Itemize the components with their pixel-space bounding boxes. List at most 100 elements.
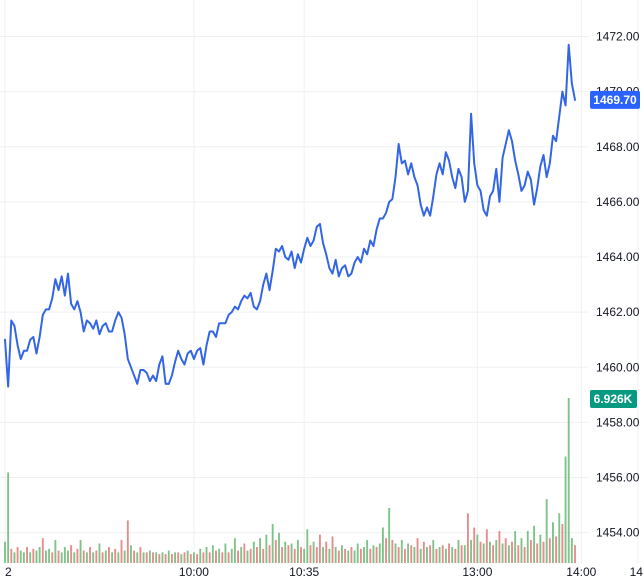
volume-bar [385, 538, 387, 563]
x-axis: 2 10:00 10:35 13:00 14:00 14: [5, 565, 644, 579]
volume-bar [574, 545, 576, 563]
volume-bar [70, 545, 73, 563]
price-line [4, 43, 576, 388]
volume-bar [180, 554, 183, 563]
volume-bars [4, 398, 576, 563]
volume-bar [331, 536, 334, 563]
volume-bar [142, 552, 145, 563]
volume-bar [463, 545, 466, 563]
volume-bar [293, 548, 296, 563]
volume-bar [199, 548, 202, 563]
volume-bar [536, 543, 539, 563]
volume-bar [183, 552, 186, 563]
y-axis-tick-label: 1456.00 [596, 471, 640, 485]
volume-bar [170, 554, 173, 563]
volume-bar [407, 543, 410, 563]
volume-bar [255, 547, 258, 563]
volume-bar [369, 548, 372, 563]
volume-bar [167, 550, 170, 563]
volume-bar [259, 538, 262, 563]
grid-layer [0, 0, 639, 563]
volume-bar [249, 548, 252, 563]
volume-bar [158, 554, 161, 563]
volume-bar [318, 534, 321, 563]
volume-bar [7, 472, 10, 563]
volume-bar [444, 548, 447, 563]
volume-bar [252, 541, 255, 563]
volume-badge [590, 390, 637, 408]
volume-bar [246, 550, 249, 563]
volume-bar [281, 547, 284, 563]
volume-bar [312, 541, 315, 563]
volume-bar [470, 539, 473, 563]
volume-bar [35, 550, 38, 563]
volume-bar [145, 552, 148, 563]
volume-bar [485, 529, 488, 563]
volume-bar [359, 548, 362, 563]
badges: 1469.70 6.926K [590, 90, 640, 408]
volume-bar [60, 552, 63, 563]
volume-bar [205, 547, 208, 563]
volume-bar [363, 547, 365, 563]
volume-bar [552, 522, 554, 563]
volume-bar [375, 547, 378, 563]
volume-bar [466, 513, 469, 563]
x-axis-tick-label: 14: [630, 565, 644, 579]
volume-bar [208, 552, 211, 563]
volume-bar [353, 550, 356, 563]
volume-bar [262, 548, 265, 563]
volume-bar [120, 539, 123, 563]
volume-bar [438, 547, 441, 563]
volume-bar [517, 545, 520, 563]
volume-bar [186, 550, 189, 563]
last-price-badge [590, 90, 640, 109]
volume-bar [10, 548, 13, 563]
volume-bar [511, 541, 513, 563]
volume-bar [16, 547, 19, 563]
volume-bar [400, 539, 403, 563]
volume-bar [448, 543, 450, 563]
volume-bar [51, 552, 54, 563]
volume-bar [422, 541, 425, 563]
volume-bar [334, 547, 337, 563]
volume-bar [126, 520, 129, 563]
y-axis-tick-label: 1458.00 [596, 415, 640, 429]
y-axis-tick-label: 1462.00 [596, 305, 640, 319]
volume-bar [315, 547, 318, 563]
volume-bar [555, 536, 558, 563]
volume-bar [341, 545, 343, 563]
volume-bar [526, 531, 529, 563]
volume-bar [561, 523, 564, 563]
volume-bar [558, 513, 561, 563]
volume-bar [89, 547, 91, 563]
volume-bar [489, 541, 491, 563]
volume-bar [432, 539, 435, 563]
volume-bar [63, 547, 66, 563]
volume-bar [482, 543, 485, 563]
x-axis-tick-label: 10:00 [179, 565, 209, 579]
volume-bar [567, 398, 570, 563]
volume-bar [152, 552, 154, 563]
volume-bar [300, 547, 302, 563]
volume-bar [454, 548, 457, 563]
volume-bar [22, 552, 25, 563]
volume-bar [290, 543, 293, 563]
volume-bar [85, 552, 88, 563]
volume-bar [26, 547, 28, 563]
volume-bar [523, 547, 526, 563]
volume-bar [350, 547, 353, 563]
volume-bar [539, 534, 542, 563]
volume-bar [416, 538, 419, 563]
volume-bar [429, 545, 432, 563]
volume-bar [92, 552, 95, 563]
volume-bar [155, 552, 158, 563]
y-axis-tick-label: 1464.00 [596, 250, 640, 264]
x-axis-tick-label: 10:35 [289, 565, 319, 579]
volume-bar [498, 531, 501, 563]
volume-bar [410, 545, 413, 563]
volume-bar [397, 547, 400, 563]
volume-bar [76, 548, 79, 563]
volume-bar [193, 552, 195, 563]
